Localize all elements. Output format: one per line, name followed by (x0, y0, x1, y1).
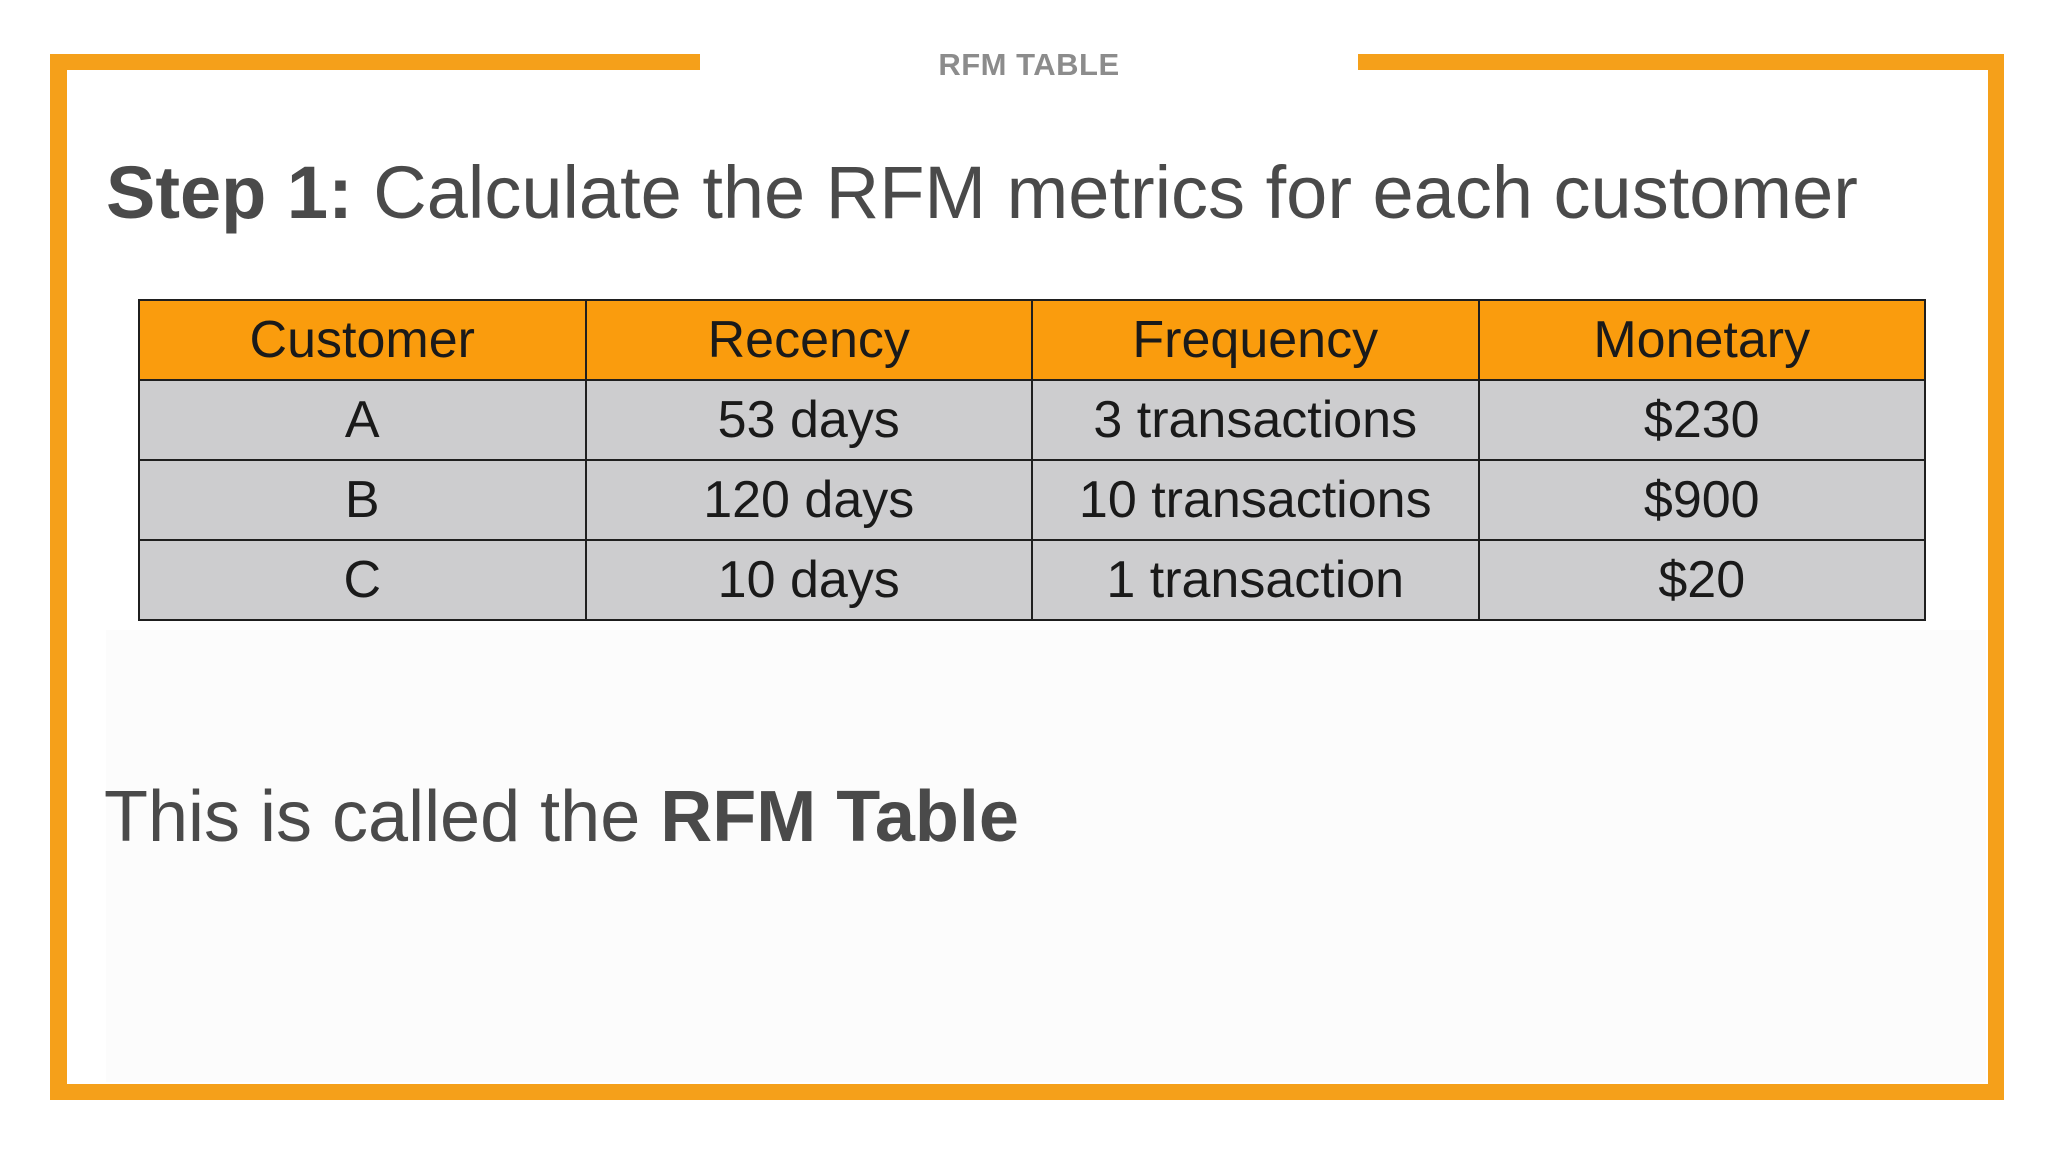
frame-left-bar (50, 54, 67, 1100)
header-monetary: Monetary (1477, 299, 1926, 381)
heading-text: Calculate the RFM metrics for each custo… (352, 151, 1858, 234)
cell-recency: 53 days (584, 379, 1033, 461)
header-frequency: Frequency (1031, 299, 1480, 381)
footer-plain-text: This is called the (104, 777, 661, 857)
cell-monetary: $230 (1477, 379, 1926, 461)
cell-recency: 10 days (584, 539, 1033, 621)
cell-frequency: 3 transactions (1031, 379, 1480, 461)
cell-frequency: 10 transactions (1031, 459, 1480, 541)
rfm-table: Customer Recency Frequency Monetary A 53… (138, 299, 1926, 621)
table-row: B 120 days 10 transactions $900 (138, 459, 1926, 541)
cell-frequency: 1 transaction (1031, 539, 1480, 621)
header-customer: Customer (138, 299, 587, 381)
table-row: A 53 days 3 transactions $230 (138, 379, 1926, 461)
footer-bold-text: RFM Table (660, 777, 1019, 857)
cell-customer: C (138, 539, 587, 621)
footer-statement: This is called the RFM Table (104, 776, 1019, 858)
cell-customer: A (138, 379, 587, 461)
cell-monetary: $20 (1477, 539, 1926, 621)
slide-section-label: RFM TABLE (938, 47, 1120, 82)
table-row: C 10 days 1 transaction $20 (138, 539, 1926, 621)
header-recency: Recency (584, 299, 1033, 381)
heading-step-label: Step 1: (106, 151, 353, 234)
frame-top-left-bar (50, 54, 700, 70)
slide-heading: Step 1: Calculate the RFM metrics for ea… (106, 150, 1858, 235)
cell-recency: 120 days (584, 459, 1033, 541)
frame-top-right-bar (1358, 54, 2004, 70)
cell-customer: B (138, 459, 587, 541)
content-background (106, 630, 1986, 1082)
frame-right-bar (1988, 54, 2004, 1100)
cell-monetary: $900 (1477, 459, 1926, 541)
table-header-row: Customer Recency Frequency Monetary (138, 299, 1926, 381)
frame-bottom-bar (50, 1084, 2004, 1100)
